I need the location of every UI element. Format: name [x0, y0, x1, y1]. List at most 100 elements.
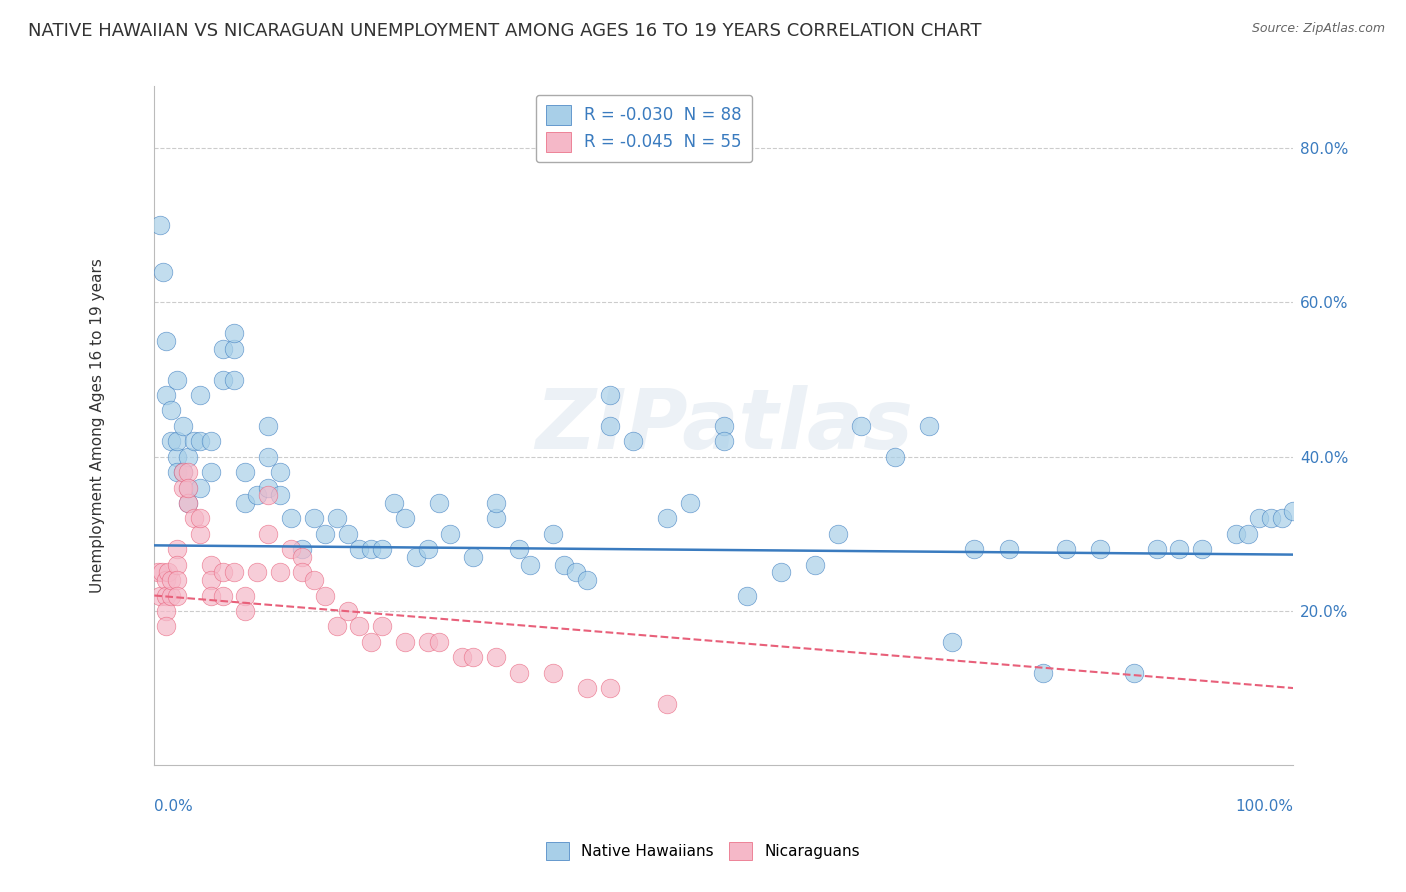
- Point: [336, 526, 359, 541]
- Point: [827, 526, 849, 541]
- Point: [150, 566, 173, 580]
- Point: [360, 634, 382, 648]
- Point: [302, 573, 325, 587]
- Point: [1168, 542, 1191, 557]
- Legend: R = -0.030  N = 88, R = -0.045  N = 55: R = -0.030 N = 88, R = -0.045 N = 55: [536, 95, 752, 162]
- Point: [576, 681, 599, 695]
- Point: [177, 496, 200, 510]
- Point: [713, 434, 735, 449]
- Point: [1191, 542, 1213, 557]
- Point: [172, 481, 194, 495]
- Point: [188, 511, 211, 525]
- Point: [1236, 526, 1258, 541]
- Point: [485, 511, 508, 525]
- Point: [1249, 511, 1271, 525]
- Point: [200, 589, 222, 603]
- Point: [439, 526, 461, 541]
- Point: [177, 496, 200, 510]
- Point: [155, 604, 177, 618]
- Point: [336, 604, 359, 618]
- Point: [382, 496, 405, 510]
- Point: [155, 334, 177, 348]
- Point: [257, 418, 280, 433]
- Point: [188, 434, 211, 449]
- Point: [1032, 665, 1054, 680]
- Point: [160, 434, 183, 449]
- Point: [427, 496, 450, 510]
- Point: [257, 450, 280, 464]
- Point: [918, 418, 941, 433]
- Point: [1122, 665, 1144, 680]
- Point: [257, 526, 280, 541]
- Legend: Native Hawaiians, Nicaraguans: Native Hawaiians, Nicaraguans: [540, 836, 866, 866]
- Text: Unemployment Among Ages 16 to 19 years: Unemployment Among Ages 16 to 19 years: [90, 259, 105, 593]
- Point: [655, 697, 678, 711]
- Point: [166, 542, 188, 557]
- Point: [155, 619, 177, 633]
- Point: [1054, 542, 1077, 557]
- Point: [257, 488, 280, 502]
- Point: [416, 542, 439, 557]
- Point: [679, 496, 702, 510]
- Point: [172, 465, 194, 479]
- Point: [325, 511, 347, 525]
- Point: [405, 549, 427, 564]
- Point: [211, 372, 233, 386]
- Point: [155, 573, 177, 587]
- Point: [1260, 511, 1282, 525]
- Point: [291, 542, 314, 557]
- Point: [325, 619, 347, 633]
- Point: [188, 526, 211, 541]
- Text: 0.0%: 0.0%: [155, 799, 193, 814]
- Point: [246, 488, 269, 502]
- Point: [314, 526, 336, 541]
- Point: [360, 542, 382, 557]
- Point: [235, 589, 257, 603]
- Point: [1282, 503, 1305, 517]
- Point: [166, 434, 188, 449]
- Point: [416, 634, 439, 648]
- Point: [291, 549, 314, 564]
- Point: [463, 650, 485, 665]
- Point: [183, 511, 205, 525]
- Point: [541, 665, 564, 680]
- Point: [257, 481, 280, 495]
- Point: [155, 589, 177, 603]
- Point: [1146, 542, 1168, 557]
- Point: [177, 450, 200, 464]
- Point: [576, 573, 599, 587]
- Point: [1088, 542, 1111, 557]
- Point: [155, 388, 177, 402]
- Point: [200, 558, 222, 572]
- Point: [200, 573, 222, 587]
- Point: [235, 465, 257, 479]
- Point: [166, 589, 188, 603]
- Point: [152, 264, 174, 278]
- Point: [149, 589, 172, 603]
- Point: [211, 589, 233, 603]
- Point: [222, 326, 245, 341]
- Point: [166, 372, 188, 386]
- Point: [963, 542, 986, 557]
- Point: [291, 566, 314, 580]
- Point: [166, 465, 188, 479]
- Text: NATIVE HAWAIIAN VS NICARAGUAN UNEMPLOYMENT AMONG AGES 16 TO 19 YEARS CORRELATION: NATIVE HAWAIIAN VS NICARAGUAN UNEMPLOYME…: [28, 22, 981, 40]
- Point: [166, 558, 188, 572]
- Point: [804, 558, 827, 572]
- Text: ZIPatlas: ZIPatlas: [534, 385, 912, 467]
- Point: [508, 665, 530, 680]
- Point: [172, 465, 194, 479]
- Point: [302, 511, 325, 525]
- Point: [188, 388, 211, 402]
- Point: [172, 418, 194, 433]
- Point: [235, 604, 257, 618]
- Point: [371, 542, 394, 557]
- Point: [183, 434, 205, 449]
- Point: [269, 566, 291, 580]
- Point: [160, 573, 183, 587]
- Point: [235, 496, 257, 510]
- Point: [463, 549, 485, 564]
- Point: [565, 566, 588, 580]
- Point: [541, 526, 564, 541]
- Point: [735, 589, 758, 603]
